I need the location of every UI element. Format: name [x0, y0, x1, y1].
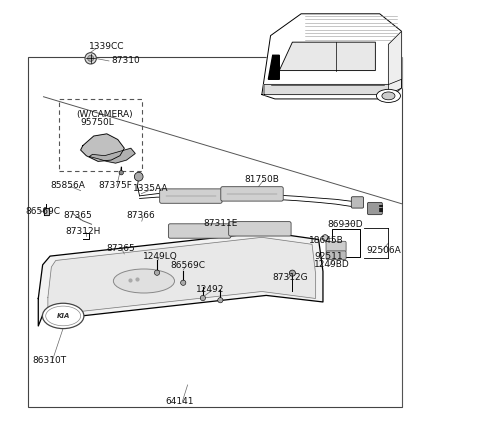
- Circle shape: [85, 53, 96, 64]
- Text: 92506A: 92506A: [367, 246, 401, 255]
- Polygon shape: [388, 31, 402, 99]
- Bar: [28, 57, 402, 407]
- Circle shape: [134, 172, 143, 181]
- Text: 87375F: 87375F: [98, 181, 132, 190]
- Text: 87365: 87365: [107, 244, 135, 253]
- Polygon shape: [279, 42, 375, 71]
- FancyBboxPatch shape: [221, 187, 283, 201]
- Text: 86310T: 86310T: [33, 357, 67, 365]
- Text: (W/CAMERA): (W/CAMERA): [76, 110, 133, 119]
- Circle shape: [289, 270, 296, 276]
- Text: 87311E: 87311E: [203, 219, 237, 228]
- FancyBboxPatch shape: [168, 224, 231, 238]
- Polygon shape: [44, 208, 49, 215]
- Text: 87312G: 87312G: [273, 273, 308, 283]
- Text: 12492: 12492: [195, 285, 224, 294]
- FancyBboxPatch shape: [368, 202, 383, 215]
- Bar: [59, 99, 142, 171]
- Text: KIA: KIA: [57, 313, 70, 319]
- Polygon shape: [38, 232, 323, 326]
- FancyBboxPatch shape: [160, 189, 222, 203]
- Circle shape: [155, 270, 160, 276]
- FancyBboxPatch shape: [326, 241, 346, 252]
- Text: 95750L: 95750L: [81, 118, 114, 127]
- Polygon shape: [268, 55, 279, 79]
- Circle shape: [322, 235, 328, 241]
- FancyBboxPatch shape: [326, 251, 346, 260]
- Text: 85856A: 85856A: [50, 181, 85, 190]
- Text: 18645B: 18645B: [309, 237, 344, 245]
- Text: 1339CC: 1339CC: [89, 42, 125, 51]
- FancyBboxPatch shape: [228, 222, 291, 236]
- Text: 1249BD: 1249BD: [314, 260, 350, 269]
- Circle shape: [218, 297, 223, 303]
- Polygon shape: [81, 134, 124, 161]
- Text: 86569C: 86569C: [170, 261, 205, 270]
- Polygon shape: [262, 14, 402, 99]
- Text: 87312H: 87312H: [65, 227, 101, 236]
- Polygon shape: [264, 79, 402, 95]
- Text: 64141: 64141: [166, 397, 194, 406]
- Ellipse shape: [46, 306, 81, 326]
- Text: 87366: 87366: [127, 212, 155, 220]
- Ellipse shape: [113, 269, 175, 293]
- Text: 1335AA: 1335AA: [133, 184, 168, 193]
- Circle shape: [180, 280, 186, 286]
- Text: 92511: 92511: [314, 252, 343, 261]
- Text: 86569C: 86569C: [25, 207, 60, 215]
- Ellipse shape: [382, 92, 395, 100]
- Text: 1249LQ: 1249LQ: [143, 251, 178, 261]
- Text: 87310: 87310: [111, 57, 140, 65]
- FancyBboxPatch shape: [351, 197, 363, 208]
- Circle shape: [88, 55, 94, 61]
- Text: 87365: 87365: [63, 212, 92, 220]
- Circle shape: [200, 295, 205, 300]
- Polygon shape: [48, 237, 315, 315]
- Ellipse shape: [376, 89, 400, 102]
- Text: 81750B: 81750B: [244, 175, 279, 184]
- Ellipse shape: [42, 303, 84, 328]
- Polygon shape: [89, 148, 135, 163]
- Circle shape: [119, 170, 123, 175]
- Text: 86930D: 86930D: [327, 220, 363, 229]
